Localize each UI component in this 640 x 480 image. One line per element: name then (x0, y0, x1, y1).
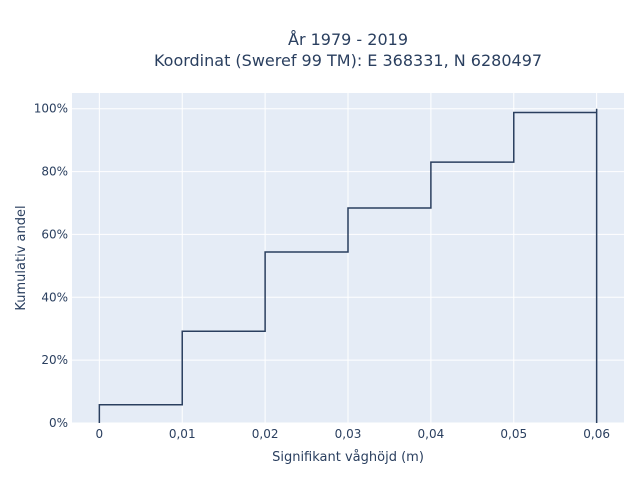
ecdf-step-path (98, 108, 598, 423)
y-tick-label: 20% (41, 353, 68, 367)
y-tick-label: 40% (41, 290, 68, 304)
chart-title-line1: År 1979 - 2019 (288, 30, 408, 49)
x-axis-label: Signifikant våghöjd (m) (272, 450, 424, 465)
x-tick-label: 0,04 (418, 427, 445, 441)
chart-title-line2: Koordinat (Sweref 99 TM): E 368331, N 62… (154, 51, 542, 70)
x-tick-label: 0,05 (500, 427, 527, 441)
x-axis-ticks: 0 0,01 0,02 0,03 0,04 0,05 0,06 (96, 427, 610, 441)
y-axis-label: Kumulativ andel (14, 205, 29, 310)
y-tick-label: 80% (41, 165, 68, 179)
step-line (98, 108, 598, 423)
y-axis-ticks: 0% 20% 40% 60% 80% 100% (34, 102, 68, 430)
x-tick-label: 0 (96, 427, 104, 441)
y-tick-label: 0% (49, 416, 68, 430)
x-tick-label: 0,01 (169, 427, 196, 441)
x-tick-label: 0,02 (252, 427, 279, 441)
x-tick-label: 0,03 (335, 427, 362, 441)
y-tick-label: 60% (41, 227, 68, 241)
x-tick-label: 0,06 (583, 427, 610, 441)
y-tick-label: 100% (34, 102, 68, 116)
